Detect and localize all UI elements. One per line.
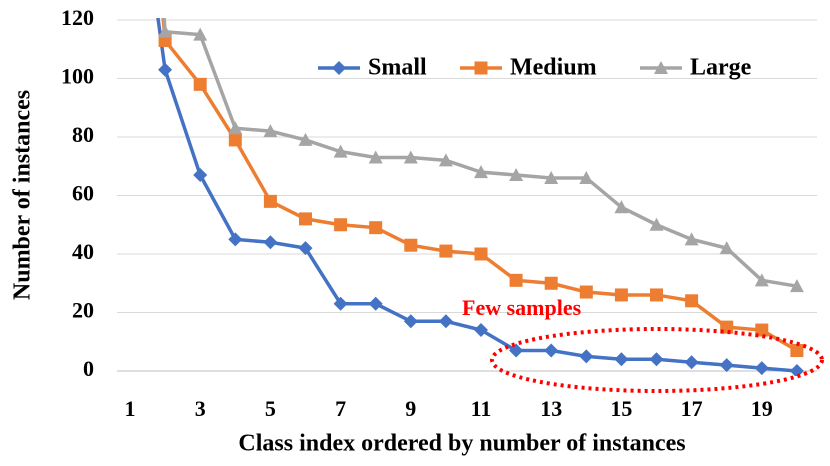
x-tick-label: 1 <box>125 396 136 421</box>
y-tick-label: 100 <box>61 64 94 89</box>
x-tick-label: 15 <box>610 396 632 421</box>
point <box>158 62 173 77</box>
point <box>544 276 558 290</box>
point <box>650 288 663 302</box>
x-tick-label: 7 <box>335 396 346 421</box>
point <box>228 232 243 247</box>
point <box>193 27 208 41</box>
point <box>790 344 804 358</box>
point <box>579 349 594 364</box>
x-tick-label: 17 <box>681 396 703 421</box>
point <box>544 170 559 184</box>
point <box>755 323 769 337</box>
y-tick-label: 60 <box>72 181 94 206</box>
point <box>368 296 383 311</box>
point <box>334 218 348 232</box>
point <box>509 343 524 358</box>
legend-label: Medium <box>510 55 597 81</box>
point <box>298 241 313 256</box>
point <box>404 238 418 252</box>
point <box>509 273 523 287</box>
point <box>684 355 699 370</box>
point <box>193 168 208 183</box>
point <box>438 314 453 329</box>
point <box>614 288 628 302</box>
x-tick-label: 3 <box>195 396 206 421</box>
point <box>263 194 277 208</box>
point <box>509 168 524 182</box>
point <box>684 232 699 246</box>
point <box>333 296 348 311</box>
point <box>649 352 664 367</box>
x-tick-label: 9 <box>405 396 416 421</box>
legend-marker <box>474 61 488 75</box>
legend-marker <box>654 61 668 74</box>
plot-area <box>156 18 804 376</box>
point <box>754 273 769 287</box>
point <box>298 132 313 146</box>
point <box>614 200 629 214</box>
point <box>719 241 734 255</box>
point <box>685 294 699 308</box>
point <box>369 221 383 235</box>
point <box>368 150 383 164</box>
point <box>228 133 242 147</box>
annotation: Few samples <box>462 295 582 320</box>
x-tick-label: 19 <box>751 396 773 421</box>
point <box>789 364 804 376</box>
point <box>474 323 488 338</box>
point <box>754 361 769 376</box>
point <box>228 121 243 135</box>
point <box>614 352 629 367</box>
y-tick-label: 120 <box>61 5 94 30</box>
y-tick-label: 0 <box>83 356 94 381</box>
x-tick-label: 5 <box>265 396 276 421</box>
x-axis-title: Class index ordered by number of instanc… <box>238 431 685 457</box>
point <box>579 170 594 184</box>
legend-label: Small <box>368 55 427 81</box>
point <box>333 144 348 158</box>
point <box>263 235 278 250</box>
point <box>193 77 207 91</box>
legend-label: Large <box>690 55 752 81</box>
y-axis-title: Number of instances <box>10 90 36 300</box>
y-tick-label: 80 <box>72 122 94 147</box>
legend-marker <box>332 61 346 75</box>
y-tick-label: 40 <box>72 239 94 264</box>
annotation-ellipse <box>490 327 824 393</box>
point <box>474 247 488 261</box>
point <box>263 124 278 138</box>
point <box>474 165 488 179</box>
point <box>719 358 734 373</box>
point <box>579 285 593 299</box>
point <box>789 279 804 293</box>
series-line <box>162 18 798 288</box>
point <box>403 150 418 164</box>
point <box>299 212 312 226</box>
point <box>439 244 453 258</box>
overlay: Small Medium Large Few samples <box>318 55 824 393</box>
point <box>438 153 453 167</box>
x-tick-label: 13 <box>540 396 562 421</box>
point <box>158 24 173 38</box>
point <box>649 217 664 231</box>
point <box>403 314 418 329</box>
x-tick-label: 11 <box>471 396 492 421</box>
point <box>544 343 559 358</box>
y-tick-label: 20 <box>72 298 94 323</box>
